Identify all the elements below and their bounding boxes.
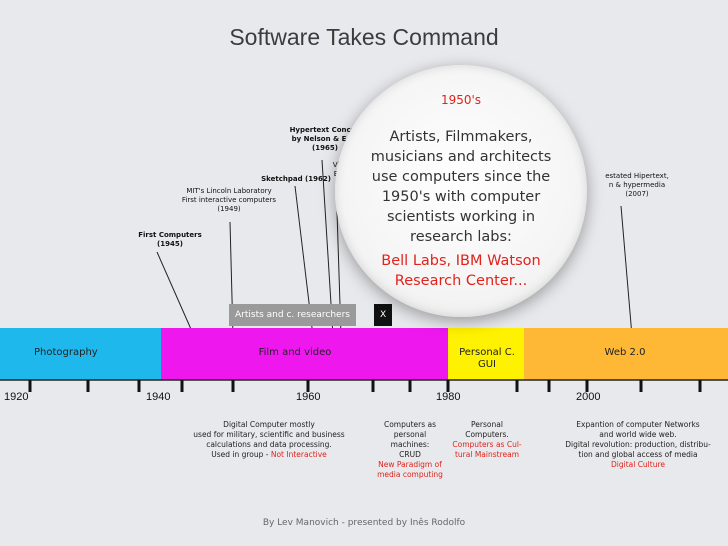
pointer-hypertext-restated [620, 205, 633, 337]
magnifier-text: Artists, Filmmakers, musicians and archi… [370, 129, 552, 245]
annotation-mit: MIT's Lincoln Laboratory First interacti… [181, 187, 277, 213]
pointer-first-computers [156, 251, 195, 337]
annotation-first-computers: First Computers (1945) [138, 231, 202, 248]
band-personal-computer [448, 328, 524, 380]
tag-artists: Artists and c. researchers [229, 304, 356, 326]
year-1940: 1940 [146, 391, 171, 403]
magnifier-highlight: Bell Labs, IBM Watson Research Center... [381, 253, 541, 289]
band-film-video [161, 328, 448, 380]
tag-x: X [374, 304, 393, 326]
annotation-sketchpad: Sketchpad (1962) [261, 175, 331, 183]
year-1980: 1980 [436, 391, 461, 403]
description-digital-computer: Digital Computer mostly used for militar… [193, 420, 345, 459]
description-networks: Expantion of computer Networks and world… [565, 420, 711, 469]
band-photography [0, 328, 161, 380]
year-1960: 1960 [296, 391, 321, 403]
magnifier-callout: 1950's Artists, Filmmakers, musicians an… [335, 65, 587, 317]
year-1920: 1920 [4, 391, 29, 403]
slide-title: Software Takes Command [229, 24, 499, 50]
magnifier-heading: 1950's [440, 93, 482, 107]
annotation-hypertext-restated: estated Hipertext, n & hypermedia (2007) [605, 172, 669, 198]
description-personal-machines: Computers as personal machines: CRUD New… [377, 420, 443, 479]
label-film-video: Film and video [258, 347, 332, 358]
label-personal-computer: Personal C. GUI [459, 347, 515, 370]
label-photography: Photography [34, 347, 98, 358]
band-web [524, 328, 728, 380]
description-personal-computers: Personal Computers. Computers as Cul- tu… [452, 420, 522, 459]
year-2000: 2000 [576, 391, 601, 403]
footer-credit: By Lev Manovich - presented by Inês Rodo… [262, 518, 466, 528]
label-web: Web 2.0 [604, 347, 646, 358]
